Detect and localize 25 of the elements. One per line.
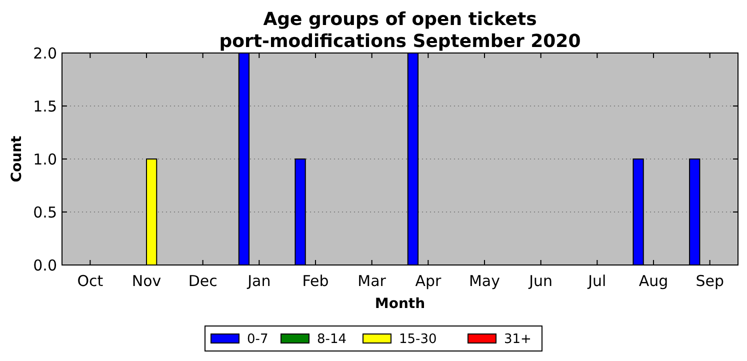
y-tick-label: 0.0 xyxy=(33,256,57,274)
y-tick-label: 1.0 xyxy=(33,150,57,168)
chart-subtitle: port-modifications September 2020 xyxy=(219,31,581,52)
x-tick-label: Sep xyxy=(696,272,724,290)
x-tick-label: Nov xyxy=(132,272,162,290)
x-tick-label: Dec xyxy=(188,272,218,290)
legend-label: 0-7 xyxy=(247,332,268,347)
x-tick-label: Aug xyxy=(638,272,668,290)
legend-label: 31+ xyxy=(504,332,532,347)
x-tick-label: Jul xyxy=(587,272,606,290)
x-tick-label: May xyxy=(468,272,500,290)
y-tick-label: 2.0 xyxy=(33,44,57,62)
y-axis-title: Count xyxy=(9,135,25,182)
x-axis-title: Month xyxy=(374,296,426,312)
chart-title: Age groups of open tickets xyxy=(263,9,537,30)
y-tick-label: 0.5 xyxy=(33,203,57,222)
legend-label: 8-14 xyxy=(317,332,347,347)
x-tick-label: Jan xyxy=(246,272,271,290)
x-tick-label: Mar xyxy=(358,272,387,290)
legend-label: 15-30 xyxy=(399,332,437,347)
y-tick-label: 1.5 xyxy=(33,97,57,116)
x-tick-label: Oct xyxy=(77,272,104,290)
x-tick-label: Feb xyxy=(302,272,329,290)
x-tick-label: Apr xyxy=(415,272,442,290)
x-tick-label: Jun xyxy=(528,272,553,290)
